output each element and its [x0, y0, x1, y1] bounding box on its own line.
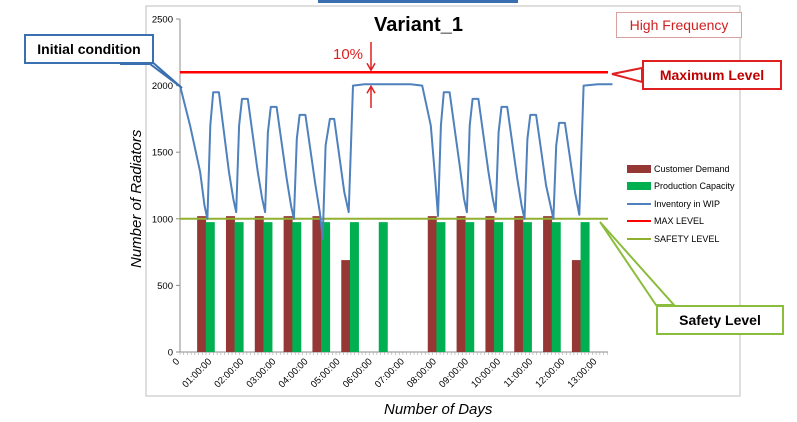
bar-customer-demand	[197, 216, 207, 352]
arrow-down-head	[366, 62, 376, 72]
legend-item-capacity: Production Capacity	[627, 178, 735, 196]
bar-production-capacity	[321, 222, 331, 352]
legend-label-demand: Customer Demand	[654, 163, 730, 174]
legend-swatch-demand	[627, 164, 651, 173]
y-tick-label: 2500	[152, 15, 173, 26]
x-tick-label: 0	[171, 356, 183, 368]
bar-production-capacity	[349, 222, 359, 352]
bar-customer-demand	[456, 216, 466, 352]
bar-customer-demand	[543, 216, 553, 352]
legend-item-max: MAX LEVEL	[627, 213, 735, 231]
bar-customer-demand	[341, 260, 351, 352]
bar-production-capacity	[205, 222, 215, 352]
frequency-badge: High Frequency	[616, 12, 742, 38]
y-axis-label: Number of Radiators	[128, 129, 145, 268]
bar-customer-demand	[427, 216, 437, 352]
header-accent-bar	[318, 0, 518, 3]
bar-production-capacity	[522, 222, 532, 352]
x-axis-label: Number of Days	[384, 401, 493, 418]
bar-production-capacity	[465, 222, 475, 352]
margin-label: 10%	[333, 46, 364, 63]
legend-swatch-max	[627, 220, 651, 223]
y-tick-label: 0	[168, 348, 173, 359]
bar-production-capacity	[263, 222, 273, 352]
bar-production-capacity	[292, 222, 302, 352]
bar-customer-demand	[514, 216, 524, 352]
callout-safety-level: Safety Level	[656, 305, 784, 335]
legend-item-demand: Customer Demand	[627, 160, 735, 178]
y-tick-label: 1000	[152, 214, 173, 225]
y-tick-label: 1500	[152, 148, 173, 159]
bar-customer-demand	[485, 216, 495, 352]
y-tick-label: 500	[157, 281, 173, 292]
bar-production-capacity	[378, 222, 388, 352]
legend-label-max: MAX LEVEL	[654, 216, 705, 227]
margin-arrows	[366, 42, 376, 108]
chart-title: Variant_1	[374, 14, 463, 36]
legend: Customer Demand Production Capacity Inve…	[627, 160, 735, 248]
legend-item-safety: SAFETY LEVEL	[627, 230, 735, 248]
bar-customer-demand	[283, 216, 293, 352]
y-tick-label: 2000	[152, 81, 173, 92]
arrow-up-head	[366, 84, 376, 94]
legend-label-wip: Inventory in WIP	[654, 198, 721, 209]
bars-group	[197, 216, 590, 352]
bar-production-capacity	[234, 222, 244, 352]
bar-customer-demand	[254, 216, 264, 352]
bar-production-capacity	[551, 222, 561, 352]
bar-production-capacity	[436, 222, 446, 352]
legend-swatch-safety	[627, 237, 651, 240]
wip-inventory-line	[179, 83, 613, 240]
bar-customer-demand	[571, 260, 581, 352]
callout-maximum-level: Maximum Level	[642, 60, 782, 90]
y-axis-ticks: 0 500 1000 1500 2000 2500	[152, 15, 181, 359]
lines-group	[179, 71, 613, 240]
bar-customer-demand	[312, 216, 322, 352]
legend-label-safety: SAFETY LEVEL	[654, 233, 720, 244]
legend-swatch-capacity	[627, 182, 651, 191]
bar-production-capacity	[494, 222, 504, 352]
bar-production-capacity	[580, 222, 590, 352]
legend-swatch-wip	[627, 202, 651, 205]
legend-item-wip: Inventory in WIP	[627, 195, 735, 213]
legend-label-capacity: Production Capacity	[654, 181, 735, 192]
bar-customer-demand	[225, 216, 235, 352]
callout-initial-condition: Initial condition	[24, 34, 154, 64]
